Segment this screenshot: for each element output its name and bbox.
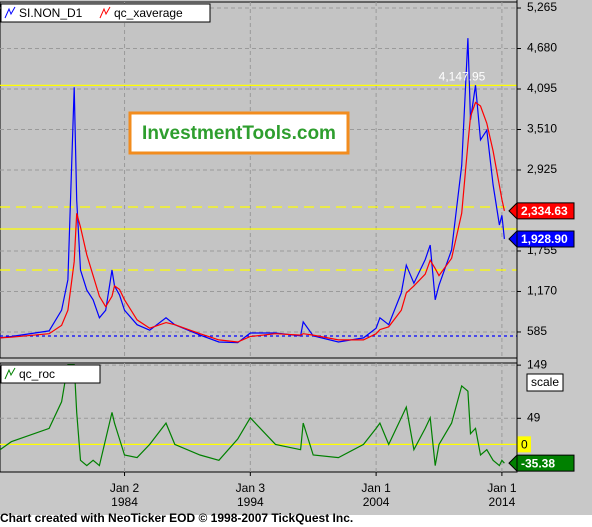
scale-button-label[interactable]: scale xyxy=(531,375,559,389)
y-tick-label: 1,170 xyxy=(527,284,557,298)
last-value-label: 2,334.63 xyxy=(521,204,568,218)
y-tick-label: 2,925 xyxy=(527,162,557,176)
series-line xyxy=(0,38,505,344)
legend-icon xyxy=(4,367,16,380)
legend: qc_roc xyxy=(0,364,101,384)
reference-label: 4,147.95 xyxy=(439,70,486,84)
x-tick-label: Jan 1 2004 xyxy=(361,481,391,509)
y-tick-label: 4,095 xyxy=(527,81,557,95)
y-tick-label: 4,680 xyxy=(527,41,557,55)
logo-box xyxy=(128,111,350,155)
y-tick-label: 5,265 xyxy=(527,0,557,14)
last-value-tag xyxy=(508,230,575,248)
plot-area xyxy=(0,1,518,359)
y-tick-label: 149 xyxy=(527,357,547,371)
logo-text: InvestmentTools.com xyxy=(142,123,336,144)
x-tick-label: Jan 3 1994 xyxy=(236,481,266,509)
last-value-tag xyxy=(508,454,575,472)
x-tick-label: Jan 1 2014 xyxy=(487,481,517,509)
legend-label: qc_xaverage xyxy=(114,6,183,20)
y-tick-label: 3,510 xyxy=(527,122,557,136)
series-line xyxy=(0,101,505,343)
legend-label: SI.NON_D1 xyxy=(19,6,83,20)
last-value-tag xyxy=(508,202,575,220)
series-line xyxy=(0,364,505,467)
plot-layer xyxy=(0,2,517,358)
scale-button[interactable] xyxy=(526,373,564,392)
legend: SI.NON_D1 qc_xaverage xyxy=(0,3,211,23)
legend-icon xyxy=(99,6,111,19)
legend-icon xyxy=(4,6,16,19)
legend-box xyxy=(0,364,101,384)
last-value-label: -35.38 xyxy=(521,456,555,470)
x-tick-label: Jan 2 1984 xyxy=(110,481,140,509)
reference-tag xyxy=(517,436,531,453)
y-tick-label: 585 xyxy=(527,324,547,338)
footer: Chart created with NeoTicker EOD © 1998-… xyxy=(0,511,353,525)
legend-label: qc_roc xyxy=(19,367,55,381)
y-tick-label: 49 xyxy=(527,410,541,424)
last-value-label: 1,928.90 xyxy=(521,232,568,246)
reference-tag-label: 0 xyxy=(521,438,528,452)
